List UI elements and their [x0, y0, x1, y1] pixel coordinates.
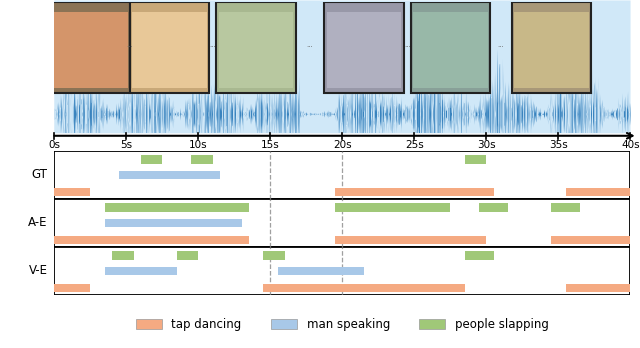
Bar	[326, 12, 401, 88]
Bar	[105, 219, 242, 227]
Bar	[465, 156, 486, 164]
Text: 35s: 35s	[549, 140, 568, 150]
Text: ···: ···	[127, 44, 133, 50]
Bar	[465, 251, 493, 260]
Bar	[119, 171, 220, 179]
Bar	[219, 12, 294, 88]
Bar	[54, 236, 249, 244]
Bar	[132, 12, 207, 88]
Bar	[324, 2, 404, 93]
Bar	[263, 251, 285, 260]
Text: ···: ···	[497, 44, 504, 50]
Text: 20s: 20s	[333, 140, 352, 150]
Text: 10s: 10s	[189, 140, 208, 150]
Text: 40s: 40s	[621, 140, 640, 150]
Text: ···: ···	[404, 44, 411, 50]
Bar	[105, 267, 177, 275]
Legend: tap dancing, man speaking, people slapping: tap dancing, man speaking, people slappi…	[136, 318, 548, 331]
Bar	[551, 236, 630, 244]
Bar	[411, 2, 490, 93]
Bar	[514, 12, 589, 88]
Bar	[54, 247, 630, 295]
Bar	[53, 12, 128, 88]
Bar	[141, 156, 163, 164]
Text: 30s: 30s	[477, 140, 496, 150]
Bar	[105, 204, 249, 212]
Text: V-E: V-E	[29, 264, 47, 277]
Text: 0s: 0s	[49, 140, 60, 150]
Text: 5s: 5s	[120, 140, 132, 150]
Bar	[191, 156, 212, 164]
Bar	[51, 2, 130, 93]
FancyBboxPatch shape	[54, 0, 630, 133]
Bar	[413, 12, 488, 88]
Text: GT: GT	[31, 168, 47, 181]
Bar	[479, 204, 508, 212]
Bar	[54, 188, 90, 196]
Bar	[551, 204, 580, 212]
Text: ···: ···	[209, 44, 216, 50]
Bar	[177, 251, 198, 260]
Text: A-E: A-E	[28, 216, 47, 229]
Bar	[112, 251, 134, 260]
Bar	[335, 236, 486, 244]
Bar	[511, 2, 591, 93]
Bar	[566, 284, 630, 292]
Bar	[335, 204, 451, 212]
Bar	[216, 2, 296, 93]
Bar	[130, 2, 209, 93]
Bar	[263, 284, 465, 292]
Bar	[566, 188, 630, 196]
Text: 25s: 25s	[405, 140, 424, 150]
Bar	[54, 151, 630, 199]
Bar	[335, 188, 493, 196]
Bar	[278, 267, 364, 275]
Text: 15s: 15s	[261, 140, 280, 150]
Bar	[54, 199, 630, 247]
Bar	[54, 284, 90, 292]
Text: ···: ···	[307, 44, 314, 50]
